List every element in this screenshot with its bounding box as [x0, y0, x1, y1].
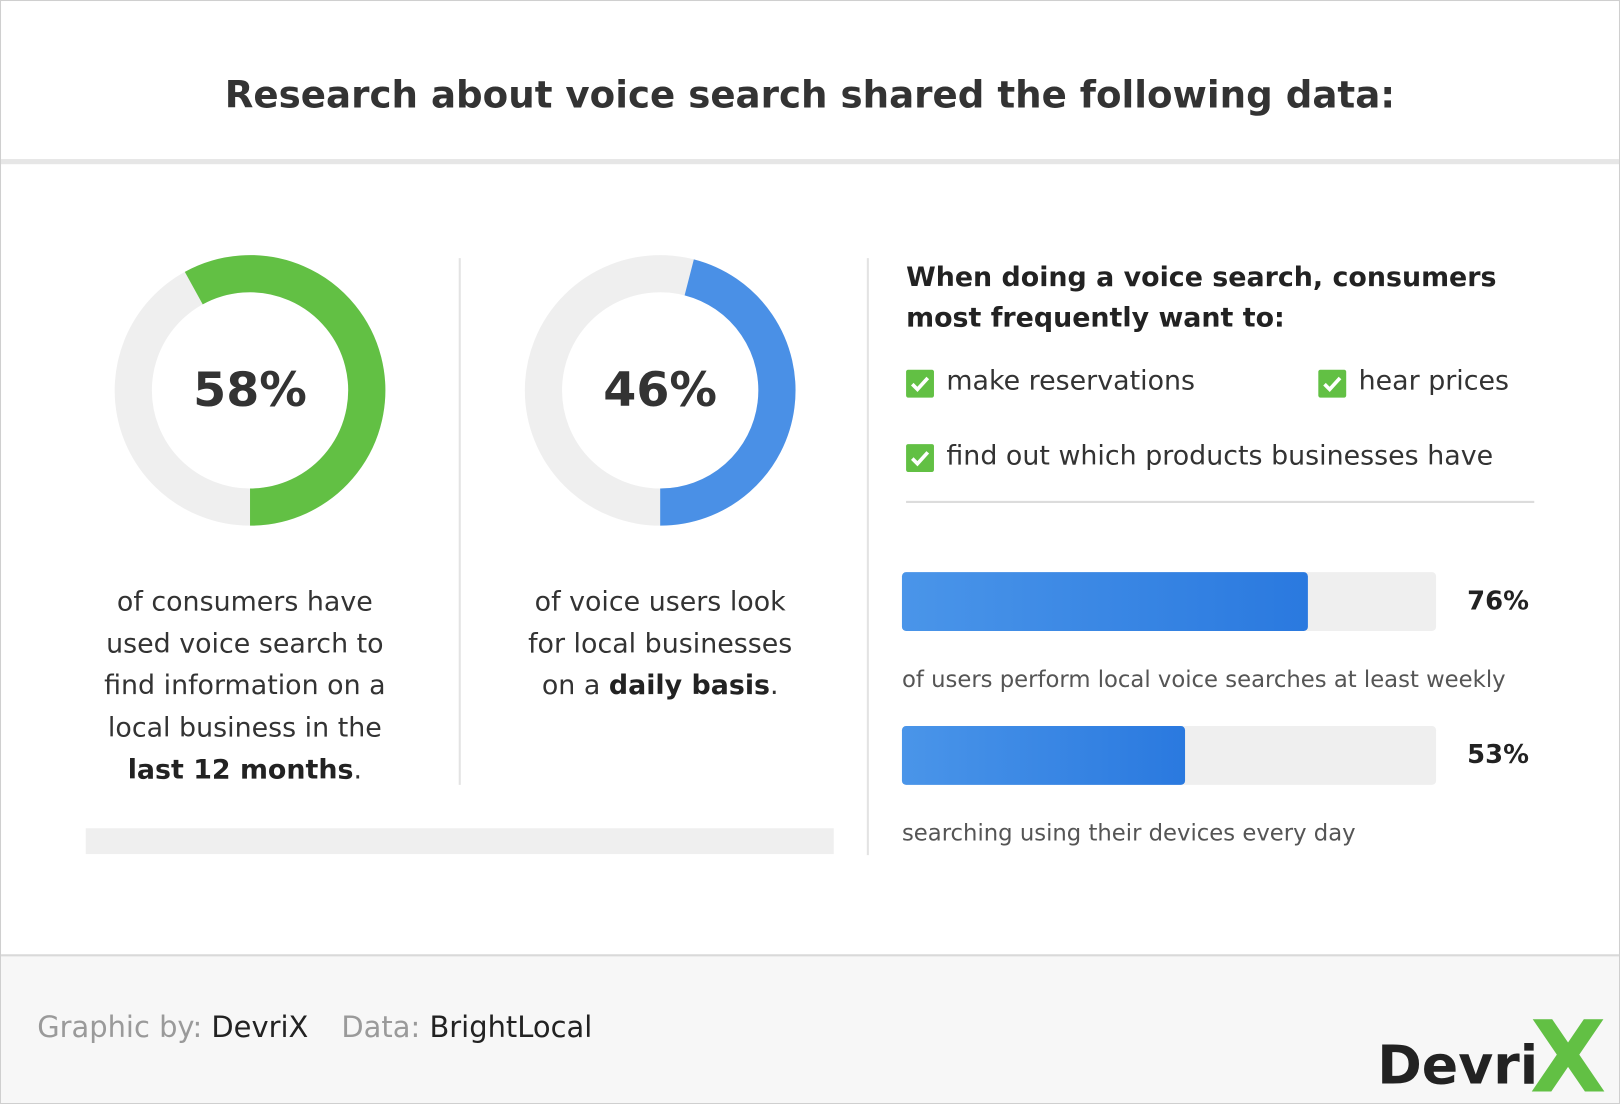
- list-item: hear prices: [1358, 365, 1510, 397]
- deco-bar: [85, 828, 834, 855]
- credits: Graphic by: DevriX Data: BrightLocal: [37, 1010, 592, 1044]
- stat-text-end: .: [770, 670, 779, 702]
- bar-caption: of users perform local voice searches at…: [901, 667, 1506, 693]
- bar-label: 76%: [1467, 585, 1529, 616]
- donut-arc: [184, 255, 386, 526]
- donut-arc: [659, 259, 796, 526]
- stat-text-bold: daily basis: [608, 670, 771, 702]
- check: [906, 369, 934, 398]
- check: [906, 444, 934, 472]
- list-item: make reservations: [946, 365, 1196, 397]
- bar-caption: searching using their devices every day: [901, 821, 1356, 847]
- stat-text: of voice users look for local businesses…: [516, 581, 805, 707]
- stat-text-end: .: [353, 754, 363, 786]
- check: [1318, 369, 1347, 398]
- stat-text: of consumers have used voice search to f…: [90, 581, 400, 791]
- stat-text-part: of consumers have used voice search to f…: [104, 586, 386, 744]
- credit: DevriX: [211, 1010, 309, 1045]
- header-rule: [1, 159, 1619, 165]
- credit-label: Data:: [341, 1010, 421, 1045]
- donut-label: 58%: [193, 361, 307, 418]
- credit-label: Graphic by:: [37, 1010, 203, 1045]
- stat-text-part: of voice users look for local businesses…: [528, 586, 793, 702]
- credit: BrightLocal: [429, 1010, 593, 1045]
- list-heading: When doing a voice search, consumers mos…: [906, 262, 1497, 334]
- donut-label: 46%: [603, 361, 718, 418]
- title: Research about voice search shared the f…: [224, 74, 1396, 117]
- bar: [901, 572, 1308, 632]
- logo-mark: X: [1529, 999, 1607, 1115]
- list-item: find out which products businesses have: [946, 440, 1494, 472]
- bar-label: 53%: [1467, 739, 1529, 770]
- logo-text: Devri: [1377, 1034, 1539, 1097]
- footer-bg: [1, 955, 1619, 1103]
- stat-text-bold: last 12 months: [127, 754, 354, 786]
- logo: DevriX: [1377, 991, 1606, 1115]
- bar: [901, 726, 1186, 785]
